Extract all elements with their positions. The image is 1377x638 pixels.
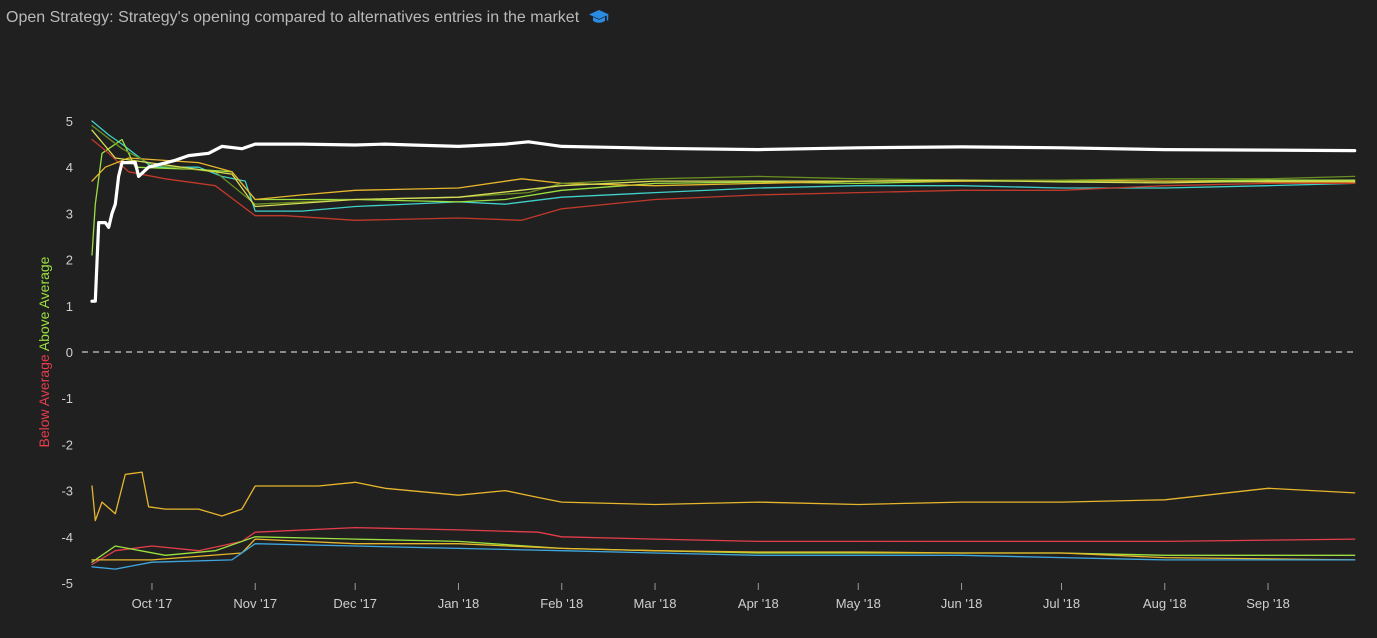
y-tick-label: 2 xyxy=(66,253,73,268)
series-line-4 xyxy=(91,124,1356,205)
y-tick-label: -5 xyxy=(61,576,73,591)
series-line-strategy xyxy=(90,140,1357,303)
x-axis-ticks: Oct '17 Nov '17 Dec '17 Jan '18 Feb '18 Mar '… xyxy=(132,583,1290,611)
series-line-7 xyxy=(91,526,1356,566)
x-tick-label: Aug '18 xyxy=(1143,596,1187,611)
series-line-5 xyxy=(91,129,1356,208)
y-tick-label: 3 xyxy=(66,206,73,221)
y-tick-label: -3 xyxy=(61,484,73,499)
x-tick-label: Jan '18 xyxy=(438,596,480,611)
y-axis-title: Below Average Above Average xyxy=(36,256,52,447)
x-tick-label: Nov '17 xyxy=(233,596,277,611)
series-line-6 xyxy=(91,471,1356,522)
series-line-9 xyxy=(91,538,1356,561)
y-label-below-average: Below Average xyxy=(36,351,52,447)
x-tick-label: Oct '17 xyxy=(132,596,173,611)
y-axis-label: Below Average Above Average xyxy=(36,256,52,447)
y-label-above-average: Above Average xyxy=(36,256,52,351)
y-tick-label: 1 xyxy=(66,299,73,314)
x-tick-label: Sep '18 xyxy=(1246,596,1290,611)
x-tick-label: May '18 xyxy=(836,596,881,611)
chart-title: Open Strategy: Strategy's opening compar… xyxy=(6,9,610,27)
x-tick-label: Dec '17 xyxy=(333,596,377,611)
y-tick-label: 0 xyxy=(66,345,73,360)
y-tick-label: -1 xyxy=(61,391,73,406)
chart-title-text: Open Strategy: Strategy's opening compar… xyxy=(6,9,580,26)
x-tick-label: Feb '18 xyxy=(540,596,583,611)
x-tick-label: Mar '18 xyxy=(634,596,677,611)
y-axis-ticks: -5 -4 -3 -2 -1 0 1 2 3 4 5 xyxy=(61,114,73,591)
y-tick-label: 5 xyxy=(66,114,73,129)
series-line-10 xyxy=(91,543,1356,570)
x-tick-label: Apr '18 xyxy=(738,596,779,611)
y-tick-label: -2 xyxy=(61,437,73,452)
series-line-0 xyxy=(91,120,1356,212)
series-layer xyxy=(90,120,1357,570)
x-tick-label: Jun '18 xyxy=(941,596,983,611)
graduation-cap-icon xyxy=(588,10,609,23)
y-tick-label: -4 xyxy=(61,530,73,545)
y-tick-label: 4 xyxy=(66,160,73,175)
x-tick-label: Jul '18 xyxy=(1043,596,1080,611)
series-line-2 xyxy=(91,138,1356,221)
